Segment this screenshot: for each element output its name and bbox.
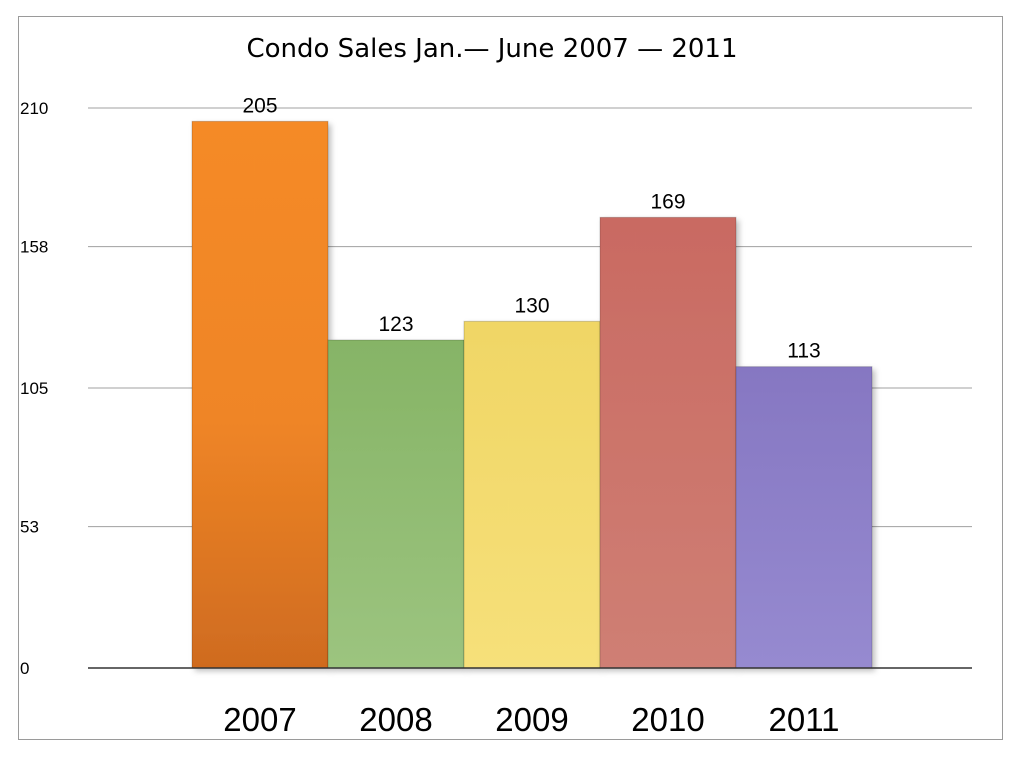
y-axis-ticks: 0 53 105 158 210: [20, 99, 48, 678]
data-labels: 205 123 130 169 113: [242, 94, 820, 362]
x-tick-label-2011: 2011: [769, 701, 840, 738]
y-tick-label: 53: [20, 518, 39, 537]
data-label-2010: 169: [650, 190, 685, 213]
bar-2009: [463, 320, 601, 669]
y-tick-label: 210: [20, 99, 48, 118]
x-tick-label-2008: 2008: [359, 701, 432, 738]
x-tick-label-2009: 2009: [495, 701, 568, 738]
y-tick-label: 0: [20, 659, 29, 678]
chart-title: Condo Sales Jan.— June 2007 — 2011: [246, 34, 737, 64]
x-axis-ticks: 2007 2008 2009 2010 2011: [223, 701, 839, 738]
bar-2010: [599, 216, 737, 669]
bars: [191, 120, 873, 669]
x-tick-label-2010: 2010: [631, 701, 704, 738]
bar-2011: [735, 366, 873, 669]
y-tick-label: 158: [20, 238, 48, 257]
data-label-2008: 123: [378, 313, 413, 336]
bar-2008: [327, 339, 465, 669]
data-label-2011: 113: [787, 340, 820, 363]
bar-2007: [191, 120, 329, 669]
y-tick-label: 105: [20, 379, 48, 398]
data-label-2007: 205: [242, 94, 277, 117]
data-label-2009: 130: [514, 294, 549, 317]
x-tick-label-2007: 2007: [223, 701, 296, 738]
